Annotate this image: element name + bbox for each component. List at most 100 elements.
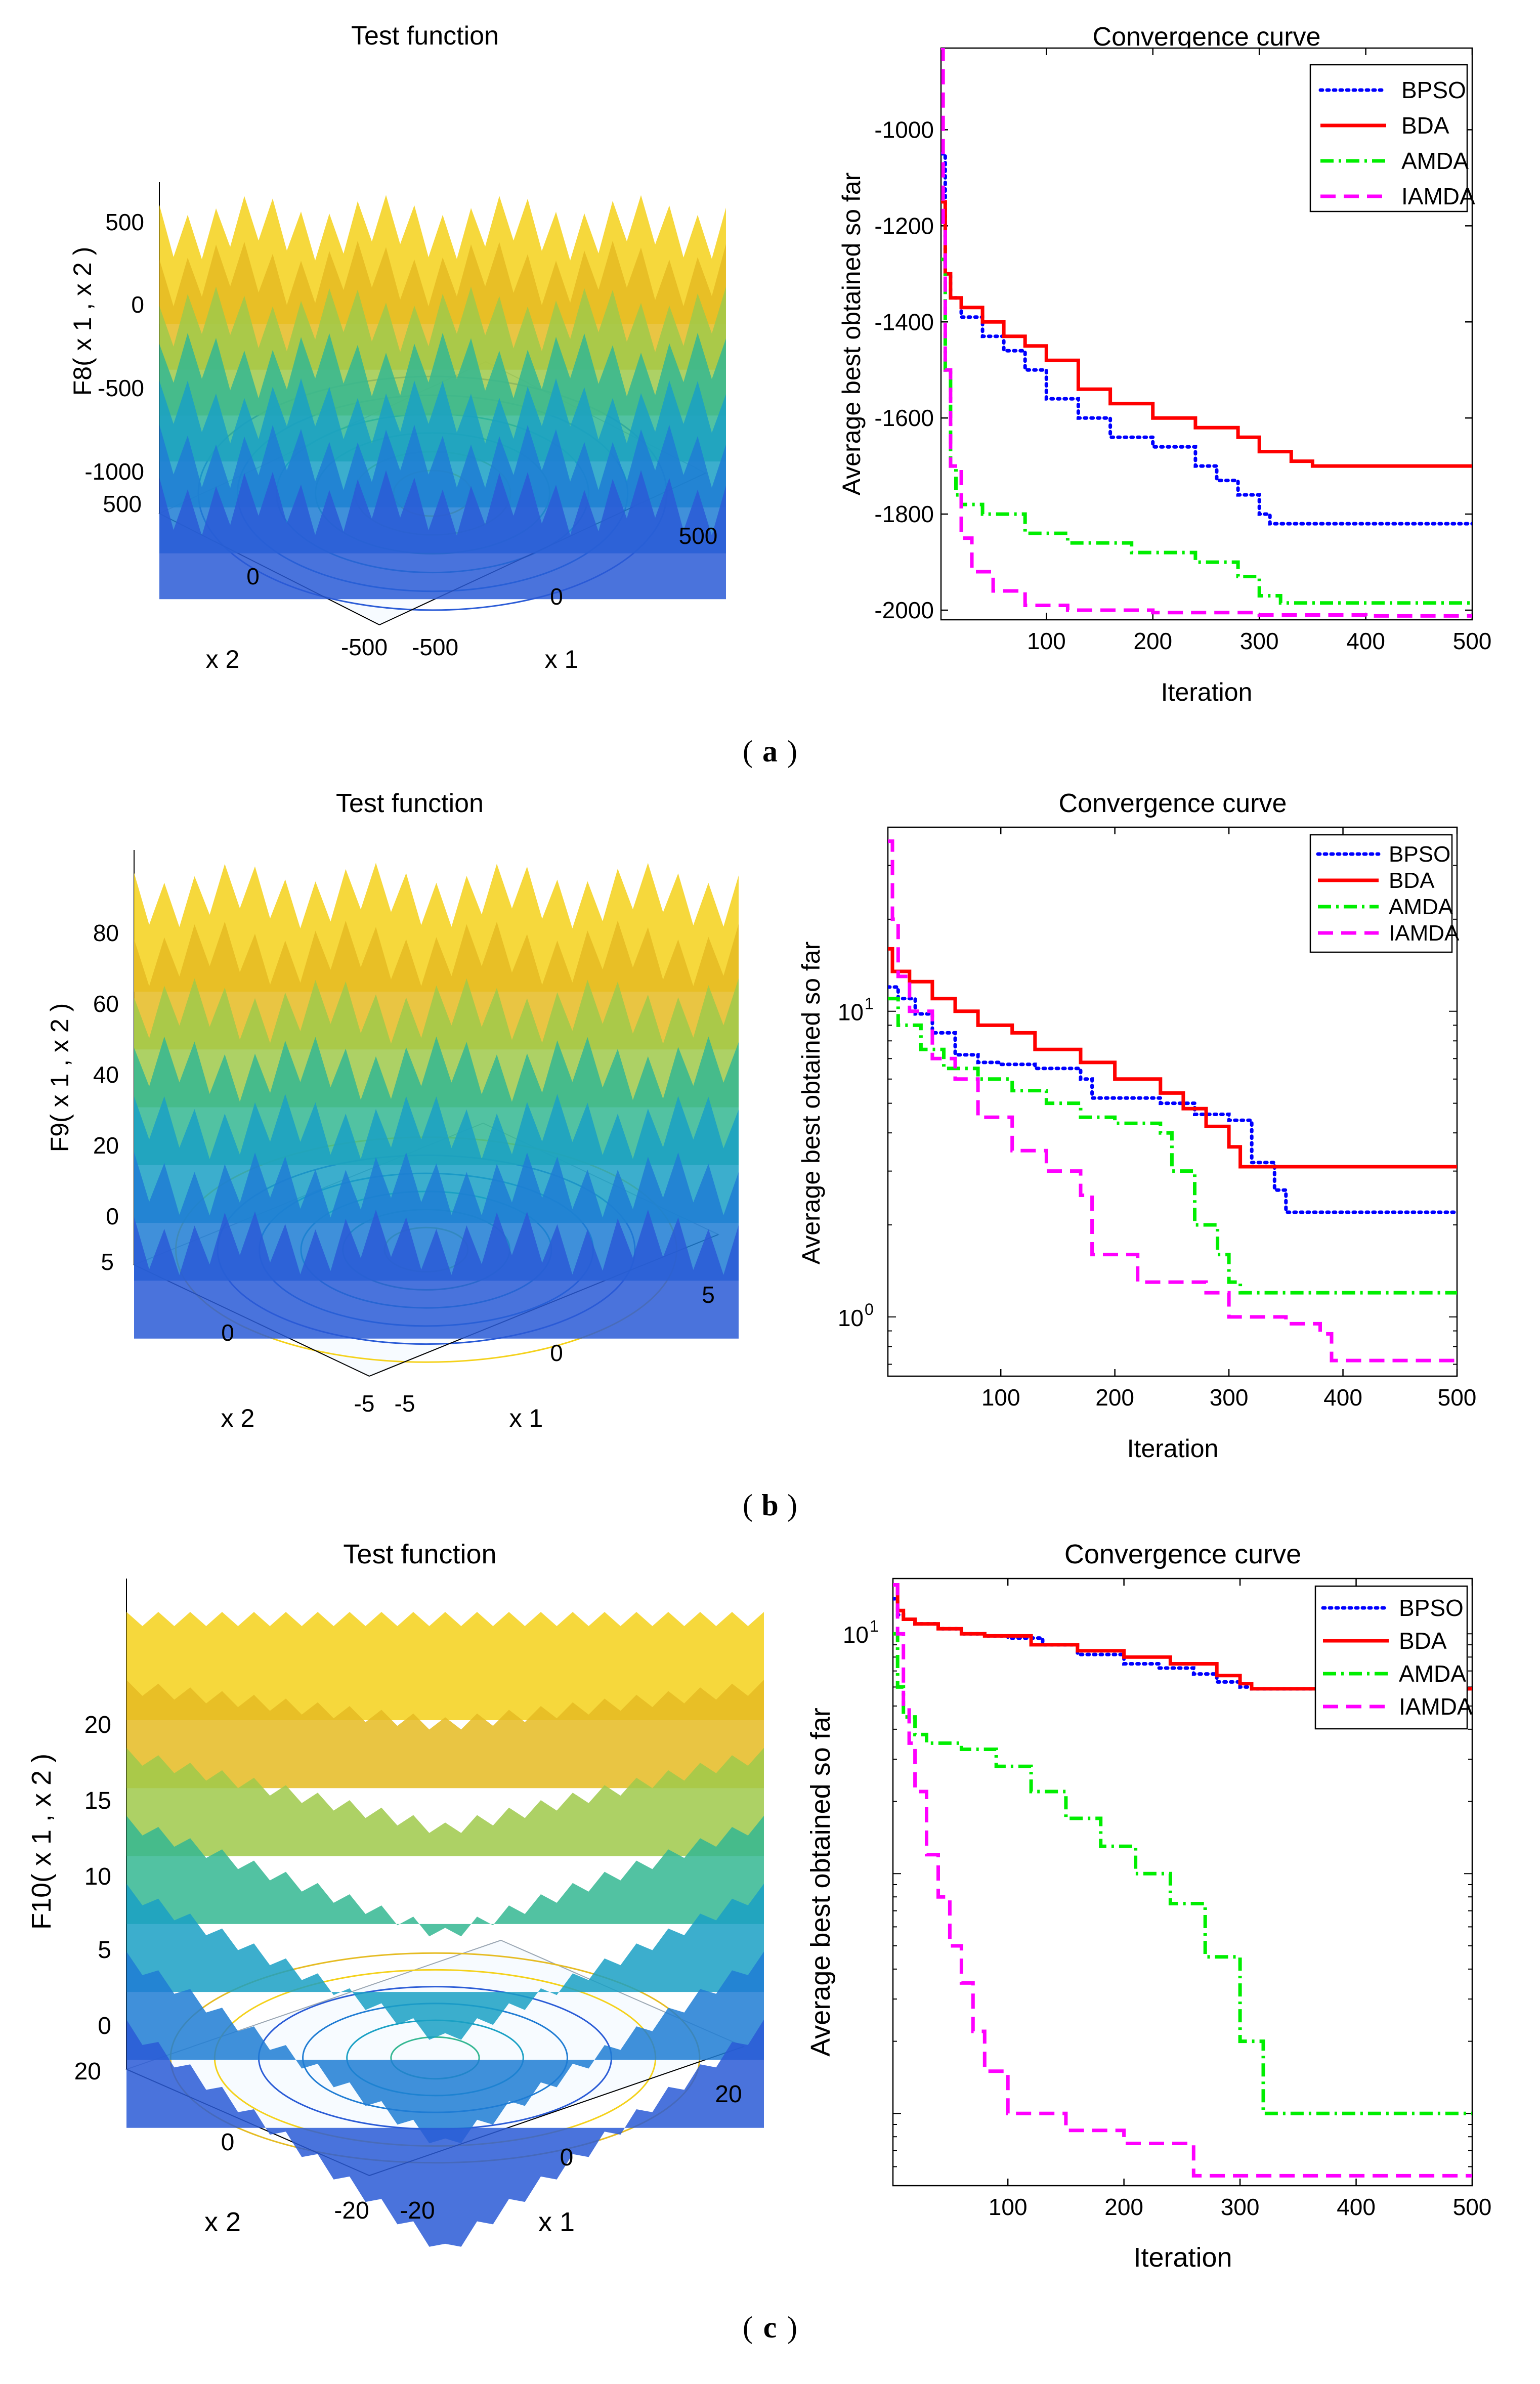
surface-x1tick-c-0: -20 — [400, 2197, 435, 2224]
surface-x1tick-b-1: 0 — [550, 1340, 563, 1366]
conv-title-b: Convergence curve — [1059, 789, 1287, 818]
surface-band-c-1 — [126, 1680, 764, 1789]
surface-x2tick-c-0: -20 — [334, 2197, 369, 2224]
surface-x1tick-c-1: 0 — [560, 2144, 574, 2171]
surface-x1tick-c-2: 20 — [715, 2081, 742, 2108]
legend-label-c-0: BPSO — [1399, 1595, 1464, 1621]
surface-ztick-b-4: 0 — [106, 1203, 119, 1229]
series-line-a-iamda — [941, 48, 1472, 618]
ytick-label-b-1: 10 — [838, 1305, 864, 1331]
surface-x2label-b: x 2 — [221, 1404, 255, 1432]
caption-a-open: ( — [743, 735, 753, 768]
surface-x1tick-a-2: 500 — [679, 523, 718, 549]
caption-c-open: ( — [743, 2311, 753, 2344]
surface-plot-c: Test function F10( x 1 , x 2 ) 20 15 10 … — [26, 1539, 764, 2247]
ytick-exp-b-1: 0 — [865, 1300, 874, 1318]
xtick-label-a-4: 500 — [1453, 628, 1492, 654]
series-line-b-bda — [888, 947, 1457, 1169]
surface-band-c-0 — [126, 1612, 764, 1720]
surface-ztick-b-3: 20 — [93, 1132, 119, 1159]
caption-b-letter: b — [761, 1488, 778, 1522]
surface-band-c-4 — [126, 1884, 764, 2040]
surface-x2tick-a-1: 0 — [246, 563, 260, 589]
conv-xlabel-c: Iteration — [1133, 2242, 1232, 2273]
surface-x2tick-b-0: -5 — [354, 1390, 375, 1417]
xtick-label-b-3: 400 — [1323, 1384, 1362, 1411]
legend-label-b-1: BDA — [1389, 868, 1435, 893]
surface-x2tick-b-2: 5 — [101, 1249, 114, 1275]
caption-c-close: ) — [787, 2311, 797, 2344]
surface-ztick-a-1: 0 — [131, 291, 144, 318]
legend-c: BPSO BDA AMDA IAMDA — [1314, 1585, 1473, 1730]
ytick-label-c-0: 10 — [843, 1622, 869, 1648]
xtick-label-c-1: 200 — [1104, 2194, 1143, 2220]
surface-ztick-c-0: 20 — [84, 1712, 111, 1738]
surface-x2tick-a-2: 500 — [103, 491, 142, 517]
series-line-c-iamda — [893, 1583, 1472, 2178]
convergence-plot-a: Convergence curve Iteration Average best… — [837, 22, 1491, 706]
surface-box-c — [125, 1579, 764, 2247]
conv-title-a: Convergence curve — [1093, 22, 1321, 52]
surface-band-c-5 — [126, 1951, 764, 2144]
ytick-label-a-5: -1000 — [874, 116, 934, 143]
surface-ztick-a-2: -500 — [98, 375, 144, 401]
series-line-b-iamda — [888, 839, 1457, 1363]
ytick-exp-b-0: 1 — [865, 995, 874, 1013]
surface-box-b — [133, 850, 739, 1377]
surface-x1tick-b-2: 5 — [702, 1282, 715, 1308]
caption-b-close: ) — [787, 1488, 797, 1522]
xtick-label-a-2: 300 — [1240, 628, 1279, 654]
surface-x2tick-a-0: -500 — [341, 634, 388, 660]
xtick-label-b-4: 500 — [1438, 1384, 1477, 1411]
surface-x1tick-b-0: -5 — [395, 1390, 415, 1417]
surface-x2label-c: x 2 — [204, 2207, 241, 2237]
surface-x1tick-a-1: 0 — [550, 583, 563, 610]
surface-x2tick-c-2: 20 — [74, 2058, 101, 2085]
surface-plot-b: Test function F9( x 1 , x 2 ) 80 60 40 2… — [46, 789, 739, 1432]
surface-band-b-6 — [134, 1209, 739, 1339]
surface-x1label-b: x 1 — [509, 1404, 543, 1432]
legend-label-c-1: BDA — [1399, 1628, 1447, 1654]
series-line-c-bda — [893, 1583, 1472, 1691]
convergence-plot-b: Convergence curve Iteration Average best… — [797, 789, 1476, 1463]
surface-ztick-b-0: 80 — [93, 920, 119, 946]
surface-ztick-a-0: 500 — [105, 209, 144, 235]
legend-label-c-2: AMDA — [1399, 1661, 1466, 1687]
legend-label-a-3: IAMDA — [1401, 183, 1475, 209]
caption-c-letter: c — [763, 2311, 777, 2344]
xtick-label-c-2: 300 — [1221, 2194, 1260, 2220]
surface-ztick-c-3: 5 — [98, 1937, 111, 1964]
ytick-label-a-2: -1600 — [874, 405, 934, 431]
series-line-c-amda — [893, 1632, 1472, 2115]
legend-label-a-2: AMDA — [1401, 148, 1469, 174]
surface-x1tick-a-0: -500 — [412, 634, 458, 660]
surface-zlabel-c: F10( x 1 , x 2 ) — [26, 1754, 57, 1930]
surface-x2tick-b-1: 0 — [221, 1319, 234, 1346]
ytick-label-a-4: -1200 — [874, 212, 934, 239]
conv-xlabel-a: Iteration — [1161, 678, 1253, 706]
xtick-label-b-1: 200 — [1095, 1384, 1134, 1411]
series-line-a-bda — [941, 200, 1472, 468]
xtick-label-b-2: 300 — [1210, 1384, 1249, 1411]
surface-x1label-c: x 1 — [538, 2207, 575, 2237]
caption-b-open: ( — [743, 1488, 753, 1522]
xtick-label-c-4: 500 — [1453, 2194, 1492, 2220]
ytick-label-b-0: 10 — [838, 999, 864, 1026]
legend-a: BPSO BDA AMDA IAMDA — [1309, 64, 1475, 212]
series-group-c — [893, 1583, 1472, 2178]
legend-b: BPSO BDA AMDA IAMDA — [1309, 834, 1460, 953]
series-line-b-amda — [888, 997, 1457, 1295]
legend-label-b-3: IAMDA — [1389, 921, 1460, 946]
legend-label-b-2: AMDA — [1389, 895, 1453, 919]
surface-title-b: Test function — [336, 789, 484, 818]
xtick-label-a-0: 100 — [1027, 628, 1066, 654]
surface-band-c-3 — [126, 1815, 764, 1937]
surface-title-a: Test function — [351, 21, 499, 51]
conv-ylabel-a: Average best obtained so far — [837, 173, 866, 495]
legend-label-a-0: BPSO — [1401, 77, 1466, 103]
ytick-exp-c-0: 1 — [870, 1617, 879, 1635]
series-group-a — [941, 48, 1472, 618]
series-group-b — [888, 839, 1457, 1363]
conv-ylabel-b: Average best obtained so far — [797, 942, 825, 1264]
xtick-label-c-0: 100 — [989, 2194, 1028, 2220]
